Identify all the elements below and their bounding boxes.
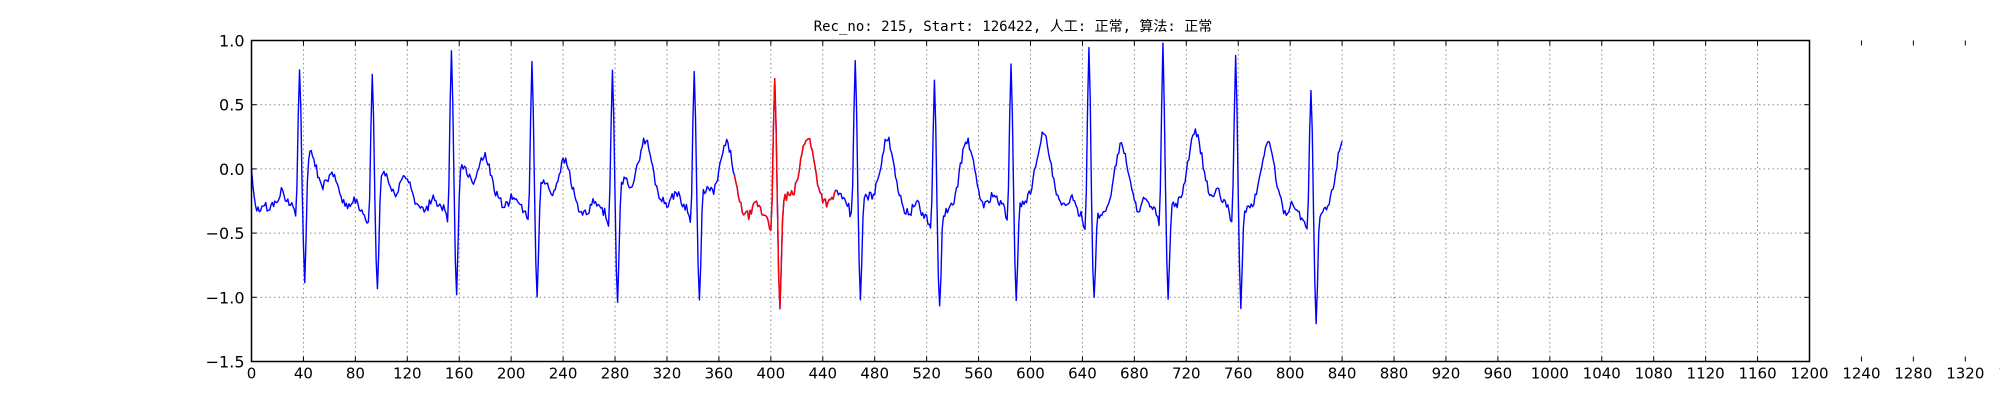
x-tick-label: 960: [1484, 365, 1513, 383]
x-tick-label: 880: [1380, 365, 1409, 383]
y-tick-label: −1.5: [206, 353, 245, 372]
x-axis-tick-labels: 0 40 80 120 160 200 240 280 320 360 400 440 480 520 56…: [247, 365, 2000, 383]
ecg-series-line: [250, 42, 1343, 325]
x-tick-label: 440: [808, 365, 837, 383]
y-tick-label: 0.5: [219, 96, 244, 115]
x-tick-label: 840: [1328, 365, 1357, 383]
series-group: [250, 42, 1343, 325]
x-tick-label: 800: [1276, 365, 1305, 383]
x-tick-label: 360: [705, 365, 734, 383]
chart-title: Rec_no: 215, Start: 126422, 人工: 正常, 算法: …: [814, 19, 1213, 35]
x-tick-label: 400: [757, 365, 786, 383]
x-tick-label: 280: [601, 365, 630, 383]
y-tick-label: 1.0: [219, 32, 244, 51]
x-tick-label: 200: [497, 365, 526, 383]
x-tick-label: 80: [346, 365, 365, 383]
ecg-highlight-segment: [733, 77, 837, 310]
x-tick-label: 560: [964, 365, 993, 383]
x-tick-label: 40: [294, 365, 313, 383]
x-tick-label: 920: [1432, 365, 1461, 383]
axis-ticks: [251, 40, 1966, 362]
x-tick-label: 1200: [1790, 365, 1828, 383]
x-tick-label: 1360: [1998, 365, 2000, 383]
grid-lines: [251, 40, 1810, 362]
x-tick-label: 480: [860, 365, 889, 383]
x-tick-label: 1080: [1635, 365, 1673, 383]
x-tick-label: 1040: [1583, 365, 1621, 383]
y-axis-tick-labels: −1.5 −1.0 −0.5 0.0 0.5 1.0: [206, 32, 245, 372]
y-tick-label: −1.0: [206, 288, 245, 307]
x-tick-label: 1120: [1687, 365, 1725, 383]
x-tick-label: 1280: [1894, 365, 1932, 383]
x-tick-label: 1000: [1531, 365, 1569, 383]
x-tick-label: 760: [1224, 365, 1253, 383]
plot-frame: [250, 39, 1811, 363]
x-tick-label: 320: [653, 365, 682, 383]
x-tick-label: 680: [1120, 365, 1149, 383]
x-tick-label: 720: [1172, 365, 1201, 383]
x-tick-label: 640: [1068, 365, 1097, 383]
x-tick-label: 1320: [1946, 365, 1984, 383]
y-tick-label: 0.0: [219, 160, 244, 179]
x-tick-label: 600: [1016, 365, 1045, 383]
x-tick-label: 1240: [1842, 365, 1880, 383]
x-tick-label: 160: [445, 365, 474, 383]
x-tick-label: 0: [247, 365, 257, 383]
x-tick-label: 240: [549, 365, 578, 383]
x-tick-label: 1160: [1738, 365, 1776, 383]
x-tick-label: 120: [393, 365, 422, 383]
y-tick-label: −0.5: [206, 224, 245, 243]
x-tick-label: 520: [912, 365, 941, 383]
